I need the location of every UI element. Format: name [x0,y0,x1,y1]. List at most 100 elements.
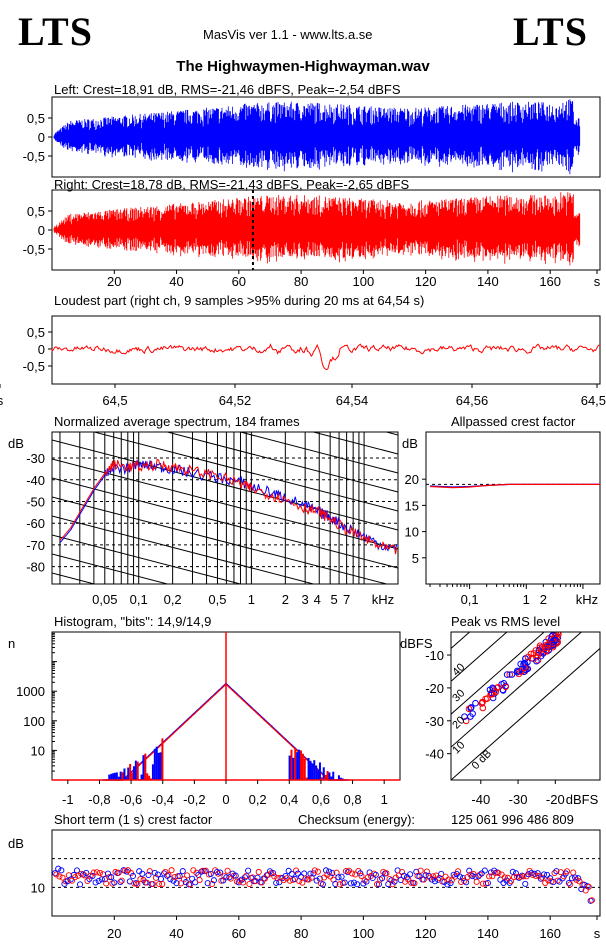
peak-rms-ylabel: dBFS [400,636,433,651]
checksum-label: Checksum (energy): [298,812,416,827]
loudest-part-title: Loudest part (right ch, 9 samples >95% d… [54,293,425,308]
short-term-point [344,869,351,876]
spectrum-xtick-label: 4 [314,592,321,607]
short-term-point [319,881,326,888]
spectrum-xtick-label: 1 [248,592,255,607]
histogram-xtick-label: 0,8 [344,792,362,807]
short-term-point [179,868,186,875]
short-term-point [501,874,508,881]
short-term-point [481,867,488,874]
crest-allpass-xtick-label: 1 [523,592,530,607]
spectrum-slope [52,496,389,584]
wave-xtick-label: s [594,274,601,289]
peak-rms-xtick-label: -20 [546,792,565,807]
crest-allpass-series-right [429,483,600,489]
short-term-point [459,875,467,882]
spectrum-slope [165,432,398,493]
short-term-point [176,872,183,880]
short-term-point [202,867,209,874]
short-term-point [372,871,379,878]
short-term-point [223,874,230,881]
histogram-xtick-label: -0,2 [183,792,205,807]
histogram-xtick-label: -0,6 [120,792,142,807]
loudest-ytick-label: 0,5 [27,325,45,340]
spectrum-slope [52,458,398,550]
short-term-point [507,878,515,885]
short-term-point [388,877,395,884]
spectrum-slope [384,432,398,436]
crest-allpass-ytick-label: 10 [405,525,419,540]
peak-rms-diagonal [451,632,545,715]
short-term-point [270,869,277,877]
short-term-point [349,870,356,877]
short-term-point [407,871,414,878]
short-term-point [76,881,84,888]
spectrum-xtick-label: 0,2 [164,592,182,607]
spectrum-slope [52,250,398,340]
short-term-point [417,867,424,874]
app-version: MasVis ver 1.1 - www.lts.a.se [203,27,373,42]
short-term-point [55,865,62,872]
short-term-point [442,873,449,880]
short-term-point [506,879,513,886]
short-term-point [354,881,361,888]
short-term-point [96,869,103,876]
short-term-point [80,871,87,878]
peak-rms-ytick-label: -20 [425,681,444,696]
peak-rms-title: Peak vs RMS level [451,614,561,629]
short-term-point [332,880,339,888]
loudest-xtick-label: 64,5 [102,393,127,408]
short-term-point [254,874,261,881]
short-term-point [232,872,239,879]
peak-rms-plot [451,632,600,780]
loudest-ytick-label: -0,5 [23,359,45,374]
short-term-point [129,872,137,880]
short-term-point [467,871,474,878]
short-term-point [416,873,423,880]
wave-xtick-label: 160 [539,274,561,289]
short-term-point [64,878,71,885]
spectrum-slope [52,477,398,569]
short-term-point [137,876,144,883]
crest-allpass-ylabel: dB [402,436,418,451]
short-term-point [327,873,334,880]
short-term-point [293,867,300,874]
short-term-point [299,879,306,886]
short-term-point [565,879,572,887]
short-term-point [261,875,269,882]
peak-rms-ytick-label: -40 [425,747,444,762]
short-term-xtick-label: 20 [107,926,121,941]
crest-allpass-frame [425,431,601,585]
short-term-point [311,867,318,874]
histogram-xtick-label: -0,4 [152,792,174,807]
short-term-point [159,881,166,888]
short-term-point [489,873,496,880]
short-term-point [495,869,502,877]
spectrum-slope [52,515,316,584]
left-wave-waveform [53,99,581,175]
short-term-xtick-label: 160 [539,926,561,941]
wave-xtick-label: 120 [415,274,437,289]
spectrum-ytick-label: -30 [26,451,45,466]
short-term-point [111,879,118,886]
right-wave-ytick-label: 0 [38,223,45,238]
short-term-point [466,867,473,874]
short-term-point [240,879,247,886]
histogram-xtick-label: -0,8 [88,792,110,807]
wave-xtick-label: 80 [294,274,308,289]
peak-rms-point [502,683,509,691]
short-term-point [154,871,161,878]
peak-rms-point [517,660,524,668]
short-term-point [224,867,231,874]
loudest-xtick-label: 64,54 [336,393,369,408]
crest-allpass-xtick-label: 0,1 [461,592,479,607]
peak-rms-xtick-label: -40 [471,792,490,807]
short-term-point [380,868,387,875]
short-term-point [230,872,237,879]
peak-rms-point [503,671,511,678]
short-term-point [149,880,156,888]
short-term-point [428,876,435,883]
short-term-point [374,881,381,888]
short-term-point [139,870,146,877]
short-term-point [204,880,211,887]
